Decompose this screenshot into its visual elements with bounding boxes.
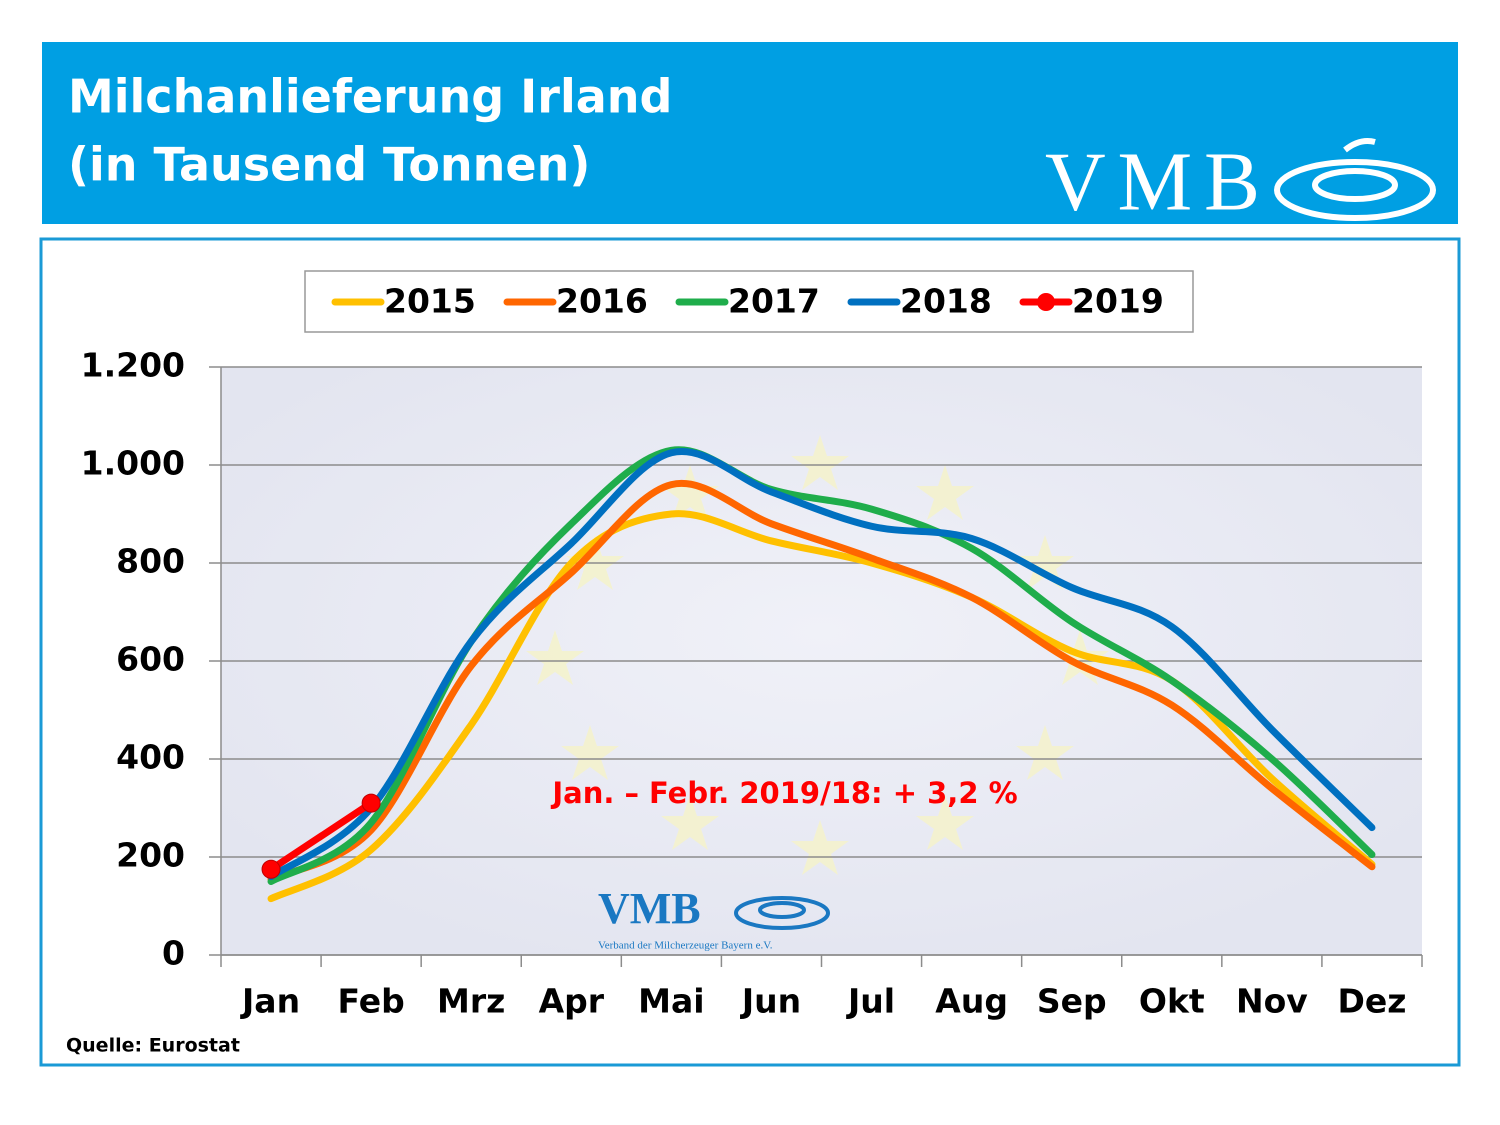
x-tick-label: Aug	[935, 982, 1008, 1021]
x-tick-label: Mai	[638, 982, 704, 1021]
source: Quelle: Eurostat	[66, 1035, 240, 1057]
header-bar	[42, 42, 1458, 224]
y-tick-label: 1.200	[81, 346, 185, 385]
series-line	[267, 799, 375, 873]
watermark-logo: VMB	[598, 884, 701, 933]
legend-label: 2016	[556, 282, 648, 321]
legend-label: 2018	[900, 282, 992, 321]
y-tick-label: 1.000	[81, 444, 185, 483]
x-tick-label: Jun	[740, 982, 801, 1021]
x-tick-label: Dez	[1337, 982, 1406, 1021]
y-tick-label: 0	[162, 934, 185, 973]
legend-label: 2019	[1072, 282, 1164, 321]
annotation: Jan. – Febr. 2019/18: + 3,2 %	[550, 776, 1017, 810]
title: Milchanlieferung Irland	[68, 70, 672, 124]
x-tick-label: Jan	[240, 982, 300, 1021]
x-tick-label: Okt	[1139, 982, 1205, 1021]
x-tick-label: Feb	[338, 982, 405, 1021]
x-tick-label: Mrz	[437, 982, 505, 1021]
x-tick-label: Apr	[539, 982, 605, 1021]
y-tick-label: 600	[116, 640, 185, 679]
y-tick-label: 800	[116, 542, 185, 581]
x-tick-label: Nov	[1236, 982, 1308, 1021]
legend-marker	[1037, 293, 1055, 311]
logo: VMB	[1045, 135, 1260, 228]
legend-label: 2015	[384, 282, 476, 321]
logo-swirl	[1274, 138, 1436, 221]
series-line	[267, 447, 1376, 881]
watermark-text: Verband der Milcherzeuger Bayern e.V.	[598, 940, 773, 952]
subtitle: (in Tausend Tonnen)	[68, 138, 590, 192]
series-marker	[361, 793, 381, 813]
x-tick-label: Sep	[1037, 982, 1107, 1021]
x-tick-label: Jul	[846, 982, 895, 1021]
series-marker	[261, 859, 281, 879]
y-tick-label: 400	[116, 738, 185, 777]
legend-label: 2017	[728, 282, 820, 321]
series-line	[267, 479, 1376, 883]
watermark-swirl	[734, 896, 830, 930]
y-tick-label: 200	[116, 836, 185, 875]
